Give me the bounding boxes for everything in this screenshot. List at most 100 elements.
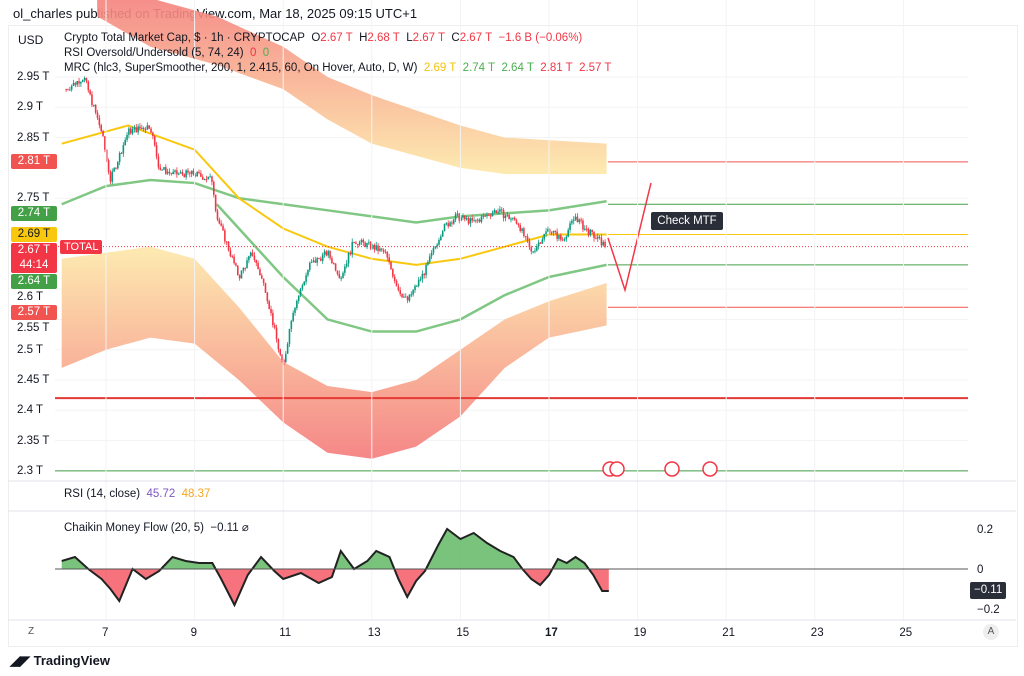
candle-body xyxy=(122,145,125,154)
candle-body xyxy=(578,219,581,223)
candle-body xyxy=(246,260,248,269)
mrc-mean-line xyxy=(61,124,607,266)
candle-body xyxy=(225,241,228,243)
candle-body xyxy=(558,235,560,239)
candle-body xyxy=(200,173,202,177)
candle-body xyxy=(170,172,173,175)
candle-body xyxy=(115,168,117,170)
candle-body xyxy=(353,242,355,244)
candle-body xyxy=(253,255,256,260)
candle-body xyxy=(320,258,322,261)
time-tick: 9 xyxy=(190,627,197,639)
candle-body xyxy=(360,239,363,243)
candle-body xyxy=(495,210,498,213)
time-tick: 13 xyxy=(367,627,381,639)
candle-body xyxy=(493,210,496,213)
time-tick: 19 xyxy=(633,627,647,639)
candle-body xyxy=(177,173,180,175)
candle-body xyxy=(416,285,418,287)
price-label: 2.57 T xyxy=(11,305,57,321)
candle-body xyxy=(471,218,474,221)
candle-body xyxy=(390,261,392,270)
price-tick: 2.5 T xyxy=(17,343,43,356)
candle-body xyxy=(517,223,520,226)
candle-body xyxy=(484,215,486,217)
candle-body xyxy=(430,252,433,257)
candle-body xyxy=(137,126,139,133)
candle-body xyxy=(165,167,167,174)
candle-body xyxy=(548,229,551,233)
rsi-name[interactable]: RSI (14, close) xyxy=(64,488,141,500)
candle-body xyxy=(499,209,501,212)
price-pane xyxy=(55,0,968,472)
cmf-value: −0.11 xyxy=(210,522,239,534)
candle-body xyxy=(532,251,534,253)
auto-scale-left-button[interactable]: Z xyxy=(28,626,35,637)
rsi-os-name[interactable]: RSI Oversold/Undersold (5, 74, 24) xyxy=(64,47,244,59)
candle-body xyxy=(408,294,411,301)
candle-body xyxy=(414,285,416,291)
cmf-current-label: −0.11 xyxy=(970,582,1007,599)
logo-text: TradingView xyxy=(33,653,110,668)
candle-body xyxy=(229,250,232,257)
candle-body xyxy=(238,275,241,279)
candle-body xyxy=(124,139,126,146)
cmf-pane xyxy=(61,527,609,608)
candle-body xyxy=(185,170,187,178)
candle-body xyxy=(196,171,198,177)
candle-body xyxy=(312,260,315,262)
eye-off-icon[interactable]: ⌀ xyxy=(241,522,249,534)
currency-label[interactable]: USD xyxy=(18,33,44,47)
candle-body xyxy=(582,220,584,230)
candle-body xyxy=(596,236,599,239)
candle-body xyxy=(163,167,165,170)
candle-body xyxy=(67,89,69,91)
change-value: −1.6 B (−0.06%) xyxy=(498,32,583,44)
candle-body xyxy=(168,171,171,173)
time-tick: 11 xyxy=(279,627,292,639)
candle-body xyxy=(203,179,206,181)
candle-body xyxy=(476,219,479,221)
candle-body xyxy=(572,219,575,221)
candle-body xyxy=(512,217,514,219)
candle-body xyxy=(255,259,258,264)
candle-body xyxy=(569,223,571,231)
time-tick: 7 xyxy=(102,627,109,639)
candle-body xyxy=(488,214,490,216)
candle-body xyxy=(284,353,287,363)
candle-body xyxy=(556,231,558,239)
candle-body xyxy=(452,219,455,224)
candle-body xyxy=(100,125,103,132)
candle-body xyxy=(563,239,566,241)
low-label: L xyxy=(406,32,413,44)
candle-body xyxy=(571,220,573,224)
candle-body xyxy=(179,172,182,174)
candle-body xyxy=(286,343,289,354)
candle-body xyxy=(392,269,394,277)
candle-body xyxy=(397,286,400,291)
candle-body xyxy=(76,81,79,85)
check-mtf-annotation[interactable]: Check MTF xyxy=(651,212,723,230)
candle-body xyxy=(209,176,211,178)
candle-body xyxy=(447,223,450,227)
candle-body xyxy=(152,132,154,137)
candle-body xyxy=(386,251,389,258)
candle-body xyxy=(364,242,366,248)
candle-body xyxy=(500,209,503,211)
candle-body xyxy=(148,125,150,129)
candle-body xyxy=(425,264,427,276)
symbol-name[interactable]: Crypto Total Market Cap, $ · 1h · CRYPTO… xyxy=(64,32,305,44)
candle-body xyxy=(259,269,261,276)
candle-body xyxy=(541,239,544,244)
candle-body xyxy=(139,126,141,129)
price-tick: 2.75 T xyxy=(17,192,50,205)
auto-scale-button[interactable]: A xyxy=(983,624,999,640)
candle-body xyxy=(216,210,219,220)
candle-body xyxy=(369,242,372,249)
cmf-tick-0: 0 xyxy=(977,564,984,576)
mrc-name[interactable]: MRC (hlc3, SuperSmoother, 200, 1, 2.415,… xyxy=(64,62,418,74)
candle-body xyxy=(345,263,348,267)
candle-body xyxy=(519,225,522,231)
cmf-name[interactable]: Chaikin Money Flow (20, 5) xyxy=(64,522,204,534)
